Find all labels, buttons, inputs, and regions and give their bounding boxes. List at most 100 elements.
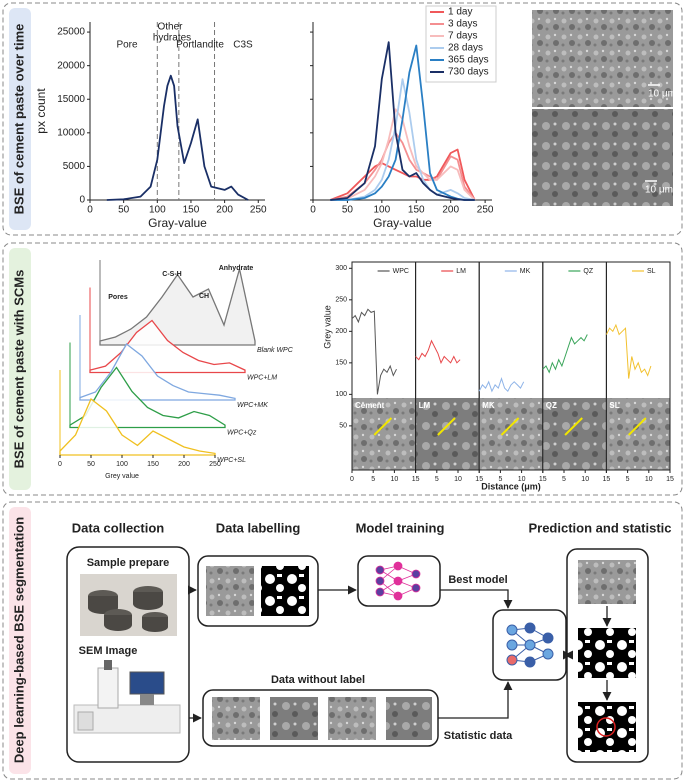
x-tick-label: 0 xyxy=(310,205,316,216)
profile-marker xyxy=(437,417,456,436)
legend-label: 365 days xyxy=(448,55,489,66)
step-title: Data labelling xyxy=(216,520,301,535)
arrow xyxy=(440,589,513,609)
x-tick-label: 200 xyxy=(442,205,459,216)
side-box xyxy=(9,507,31,774)
image xyxy=(578,560,636,604)
series-line xyxy=(415,339,461,365)
x-tick-label: 100 xyxy=(116,461,128,468)
x-tick-label: 15 xyxy=(666,476,674,483)
arrow-label: Statistic data xyxy=(444,730,513,742)
image-label: SL xyxy=(609,401,619,410)
y-axis-label: Grey value xyxy=(322,305,332,349)
arrows xyxy=(187,585,612,723)
box xyxy=(197,555,319,627)
x-tick-label: 100 xyxy=(374,205,391,216)
x-tick-label: 150 xyxy=(408,205,425,216)
image xyxy=(415,398,480,470)
panel-frame xyxy=(2,2,683,236)
legend-label: 28 days xyxy=(448,43,483,54)
image xyxy=(328,697,376,740)
series-line xyxy=(330,41,475,201)
series-line xyxy=(330,131,476,201)
y-tick-label: 25000 xyxy=(57,27,85,38)
legend-label: 1 day xyxy=(448,7,472,18)
mask-image xyxy=(578,628,636,678)
x-tick-label: 0 xyxy=(87,205,93,216)
image-label: QZ xyxy=(546,401,557,410)
series-line xyxy=(330,78,475,201)
x-tick-label: 250 xyxy=(477,205,494,216)
image-label: LM xyxy=(419,401,431,410)
x-axis-label: Gray-value xyxy=(373,216,432,230)
sem-photo xyxy=(73,660,181,734)
side-label: Deep learning-based BSE segmentation xyxy=(11,517,26,763)
y-tick-label: 10000 xyxy=(57,127,85,138)
series-line xyxy=(106,74,249,201)
y-tick-label: 100 xyxy=(335,391,347,398)
image xyxy=(386,697,432,740)
legend-label: LM xyxy=(456,268,466,275)
step-title: Data collection xyxy=(72,520,165,535)
image-label: MK xyxy=(482,401,495,410)
series-label: WPC+Qz xyxy=(227,429,257,436)
mask-image xyxy=(578,702,636,752)
box-label: SEM Image xyxy=(79,645,138,657)
x-tick-label: 15 xyxy=(539,476,547,483)
y-tick-label: 150 xyxy=(335,360,347,367)
x-tick-label: 5 xyxy=(371,476,375,483)
x-tick-label: 250 xyxy=(250,205,267,216)
image xyxy=(542,398,607,470)
x-tick-label: 50 xyxy=(342,205,354,216)
panel-frame xyxy=(605,261,671,471)
peak-label: CH xyxy=(199,293,209,300)
micrograph xyxy=(532,10,673,107)
legend-label: WPC xyxy=(393,268,409,275)
x-tick-label: 100 xyxy=(149,205,166,216)
image xyxy=(212,697,260,740)
legend-box xyxy=(425,5,497,83)
annotation: C3S xyxy=(233,40,253,51)
series-line xyxy=(351,308,397,395)
y-tick-label: 300 xyxy=(335,265,347,272)
side-box xyxy=(9,248,31,490)
annotation: Pore xyxy=(116,40,138,51)
scale-label: 10 μm xyxy=(645,185,673,196)
sample-photo xyxy=(80,574,177,636)
network-icon xyxy=(506,622,554,668)
x-tick-label: 10 xyxy=(454,476,462,483)
network-icon xyxy=(375,561,421,601)
y-tick-label: 200 xyxy=(335,328,347,335)
y-tick-label: 50 xyxy=(339,423,347,430)
legend-label: 7 days xyxy=(448,31,477,42)
x-axis-label: Grey value xyxy=(105,473,139,480)
peak-label: Anhydrate xyxy=(219,265,254,272)
panel-frame xyxy=(2,501,683,780)
series-line xyxy=(605,323,652,379)
y-axis-label: px count xyxy=(34,88,48,134)
x-tick-label: 250 xyxy=(209,461,221,468)
y-tick-label: 5000 xyxy=(63,161,86,172)
image xyxy=(352,398,416,470)
panel-frame xyxy=(2,242,683,496)
arrow xyxy=(438,681,513,719)
series-line xyxy=(542,334,588,374)
peak-label: C-S-H xyxy=(162,271,181,278)
box-label: Sample prepare xyxy=(87,557,170,569)
legend-label: SL xyxy=(647,268,656,275)
legend-label: QZ xyxy=(583,268,593,275)
x-axis-label: Distance (μm) xyxy=(481,481,541,491)
y-tick-label: 20000 xyxy=(57,60,85,71)
box xyxy=(66,546,190,763)
x-tick-label: 5 xyxy=(626,476,630,483)
micrograph xyxy=(532,109,673,206)
series-label: WPC+SL xyxy=(217,457,246,464)
x-tick-label: 50 xyxy=(87,461,95,468)
side-box xyxy=(9,8,31,230)
image xyxy=(479,398,543,470)
series-line xyxy=(99,268,256,346)
annotation: Portlandite xyxy=(176,40,224,51)
x-tick-label: 5 xyxy=(562,476,566,483)
profile-marker xyxy=(500,417,520,436)
